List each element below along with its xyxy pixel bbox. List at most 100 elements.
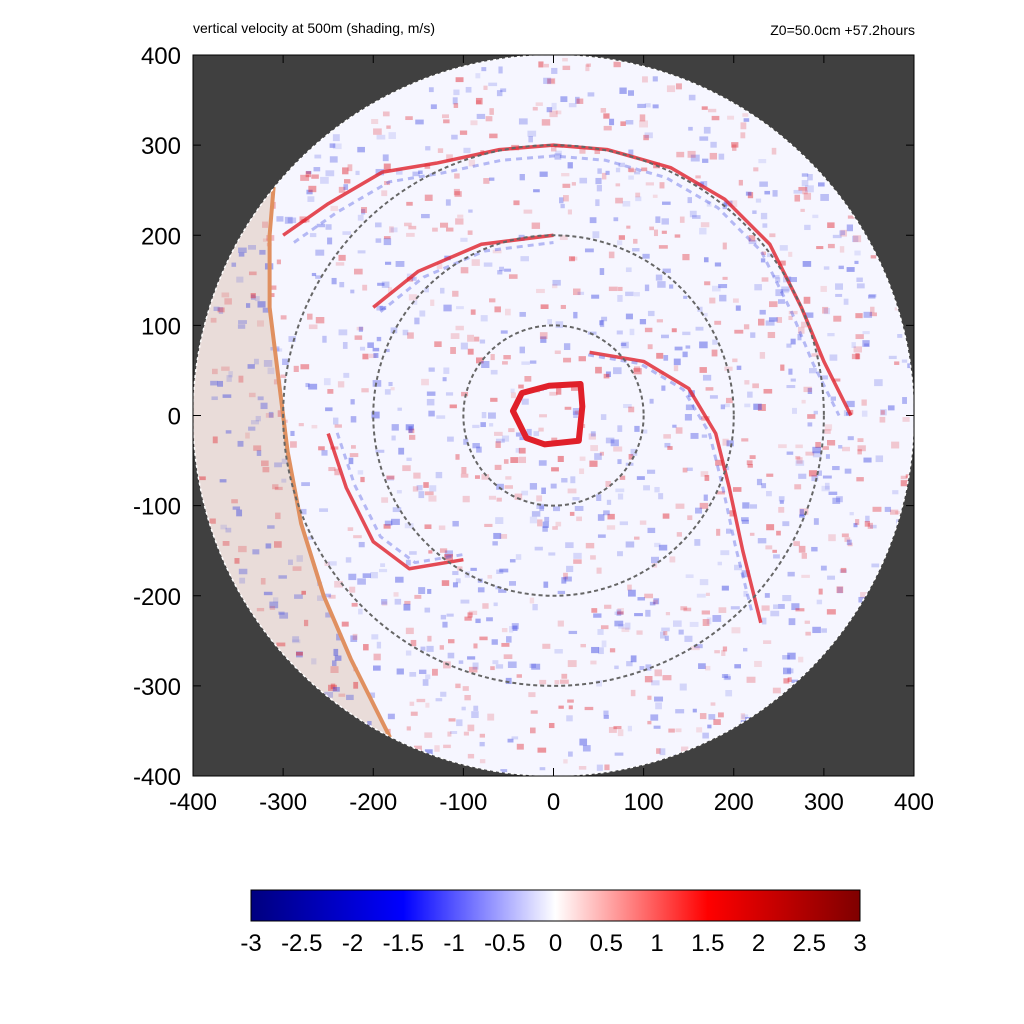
colorbar-tick-label: 3 bbox=[853, 930, 866, 957]
downdraft-speckle bbox=[479, 741, 485, 747]
updraft-speckle bbox=[562, 57, 568, 62]
updraft-speckle bbox=[724, 366, 733, 371]
downdraft-speckle bbox=[735, 305, 741, 311]
downdraft-speckle bbox=[662, 201, 671, 205]
updraft-speckle bbox=[673, 365, 679, 372]
updraft-speckle bbox=[546, 77, 556, 85]
downdraft-speckle bbox=[724, 676, 731, 680]
updraft-speckle bbox=[307, 313, 313, 320]
updraft-speckle bbox=[427, 635, 432, 642]
downdraft-speckle bbox=[619, 521, 628, 526]
downdraft-speckle bbox=[379, 306, 387, 310]
updraft-speckle bbox=[360, 476, 365, 483]
downdraft-speckle bbox=[296, 555, 303, 562]
downdraft-speckle bbox=[634, 425, 640, 432]
downdraft-speckle bbox=[236, 509, 243, 517]
updraft-speckle bbox=[649, 226, 654, 231]
updraft-speckle bbox=[700, 471, 709, 477]
downdraft-speckle bbox=[601, 640, 607, 648]
downdraft-speckle bbox=[339, 281, 345, 288]
updraft-speckle bbox=[405, 627, 414, 635]
downdraft-speckle bbox=[752, 210, 757, 214]
downdraft-speckle bbox=[440, 691, 447, 697]
downdraft-speckle bbox=[702, 374, 712, 381]
updraft-speckle bbox=[860, 592, 868, 598]
downdraft-speckle bbox=[573, 311, 578, 319]
updraft-speckle bbox=[518, 456, 527, 464]
updraft-speckle bbox=[766, 473, 774, 477]
updraft-speckle bbox=[439, 222, 449, 228]
updraft-speckle bbox=[801, 552, 807, 559]
updraft-speckle bbox=[644, 676, 653, 683]
updraft-speckle bbox=[516, 674, 522, 678]
updraft-speckle bbox=[474, 336, 480, 342]
updraft-speckle bbox=[687, 150, 696, 158]
updraft-speckle bbox=[753, 167, 759, 172]
updraft-speckle bbox=[334, 424, 342, 428]
downdraft-speckle bbox=[384, 520, 393, 526]
updraft-speckle bbox=[682, 467, 688, 473]
downdraft-speckle bbox=[263, 359, 273, 367]
downdraft-speckle bbox=[421, 213, 430, 219]
updraft-speckle bbox=[481, 474, 490, 480]
updraft-speckle bbox=[827, 243, 835, 249]
downdraft-speckle bbox=[358, 608, 363, 615]
updraft-speckle bbox=[674, 234, 681, 238]
downdraft-speckle bbox=[496, 569, 504, 574]
updraft-speckle bbox=[461, 467, 467, 474]
updraft-speckle bbox=[801, 574, 810, 578]
updraft-speckle bbox=[327, 389, 334, 394]
downdraft-speckle bbox=[479, 339, 486, 344]
downdraft-speckle bbox=[703, 126, 711, 134]
downdraft-speckle bbox=[409, 551, 417, 555]
downdraft-speckle bbox=[276, 216, 284, 222]
downdraft-speckle bbox=[764, 190, 771, 195]
updraft-speckle bbox=[467, 753, 475, 759]
updraft-speckle bbox=[618, 286, 623, 292]
downdraft-speckle bbox=[675, 709, 685, 714]
updraft-speckle bbox=[628, 168, 637, 173]
downdraft-speckle bbox=[425, 674, 431, 680]
updraft-speckle bbox=[430, 299, 435, 306]
updraft-speckle bbox=[475, 97, 483, 105]
updraft-speckle bbox=[558, 705, 564, 709]
downdraft-speckle bbox=[529, 663, 536, 668]
downdraft-speckle bbox=[248, 426, 256, 431]
downdraft-speckle bbox=[871, 563, 880, 568]
downdraft-speckle bbox=[542, 526, 548, 532]
downdraft-speckle bbox=[292, 639, 301, 644]
downdraft-speckle bbox=[645, 609, 651, 617]
downdraft-speckle bbox=[700, 180, 708, 187]
updraft-speckle bbox=[757, 403, 766, 411]
downdraft-speckle bbox=[589, 217, 597, 224]
updraft-speckle bbox=[538, 61, 544, 68]
downdraft-speckle bbox=[843, 410, 850, 417]
downdraft-speckle bbox=[427, 588, 432, 594]
downdraft-speckle bbox=[630, 655, 637, 663]
updraft-speckle bbox=[763, 388, 773, 394]
updraft-speckle bbox=[554, 680, 560, 685]
downdraft-speckle bbox=[491, 639, 498, 645]
updraft-speckle bbox=[708, 108, 717, 113]
updraft-speckle bbox=[245, 432, 250, 439]
updraft-speckle bbox=[715, 491, 725, 495]
downdraft-speckle bbox=[375, 449, 385, 453]
updraft-speckle bbox=[543, 63, 549, 68]
downdraft-speckle bbox=[839, 230, 846, 236]
downdraft-speckle bbox=[625, 541, 635, 548]
downdraft-speckle bbox=[592, 231, 600, 239]
updraft-speckle bbox=[248, 392, 256, 398]
downdraft-speckle bbox=[865, 515, 870, 523]
downdraft-speckle bbox=[405, 424, 414, 431]
downdraft-speckle bbox=[288, 336, 296, 342]
y-tick-label: -100 bbox=[133, 494, 181, 521]
updraft-speckle bbox=[530, 710, 538, 714]
downdraft-speckle bbox=[548, 552, 556, 556]
updraft-speckle bbox=[768, 301, 778, 308]
updraft-speckle bbox=[410, 711, 418, 716]
updraft-speckle bbox=[256, 607, 265, 612]
downdraft-speckle bbox=[395, 261, 405, 267]
downdraft-speckle bbox=[644, 103, 651, 108]
updraft-speckle bbox=[463, 731, 469, 736]
downdraft-speckle bbox=[343, 372, 350, 378]
